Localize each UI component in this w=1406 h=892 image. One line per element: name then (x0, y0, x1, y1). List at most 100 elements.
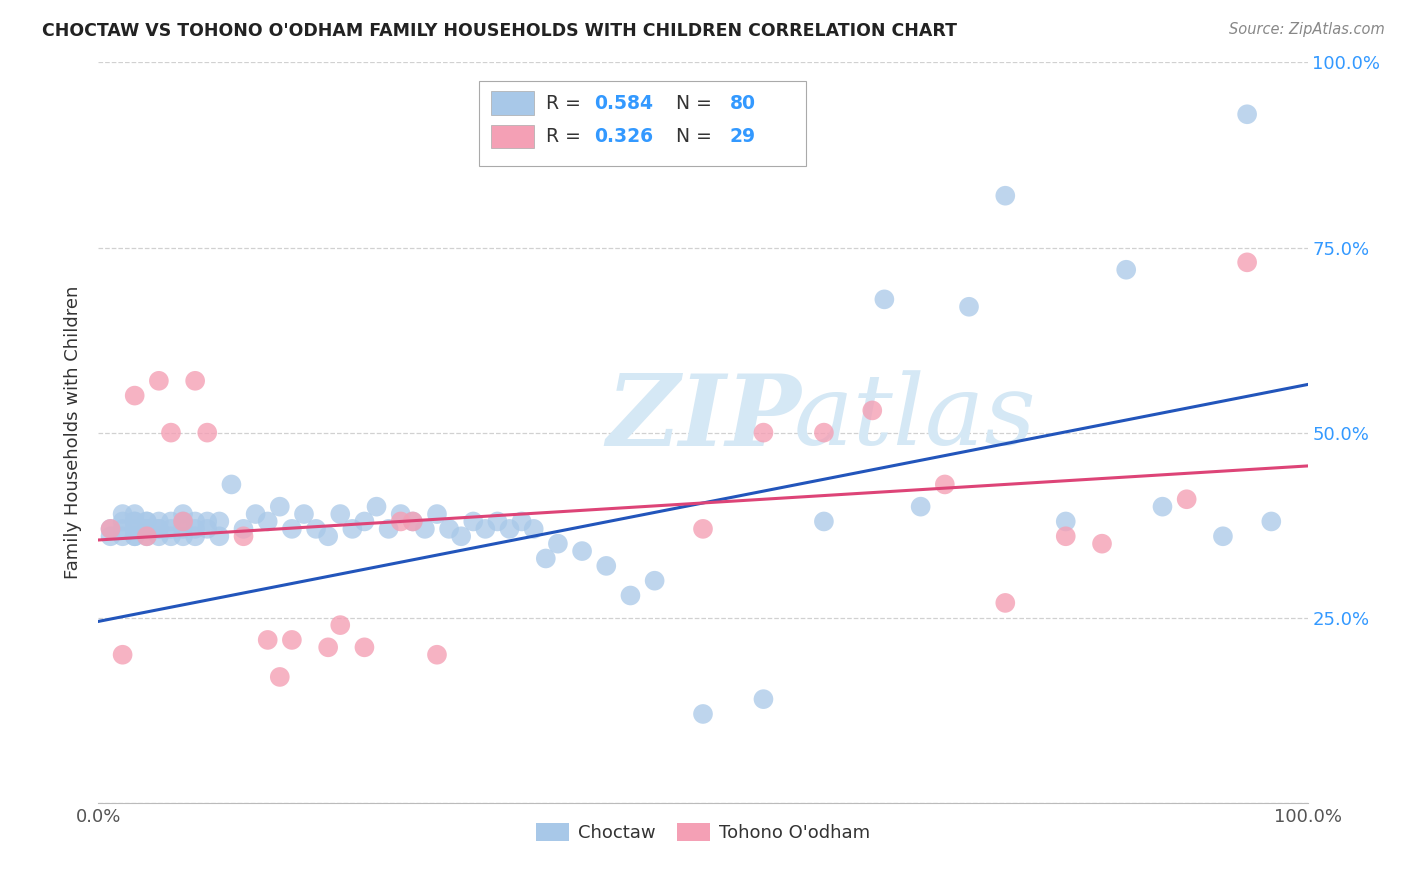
Point (195, 515, 218, 529)
Point (486, 515, 509, 529)
Point (245, 507, 267, 521)
Point (523, 522, 546, 536)
Point (124, 522, 146, 536)
Point (135, 529, 157, 543)
Text: N =: N = (664, 94, 718, 112)
Point (135, 529, 157, 543)
Point (402, 515, 425, 529)
Point (292, 507, 315, 521)
Point (281, 522, 304, 536)
Point (172, 507, 194, 521)
Point (1260, 515, 1282, 529)
Point (571, 544, 593, 558)
Point (1091, 536, 1114, 550)
Point (172, 529, 194, 543)
Point (208, 529, 231, 543)
Point (195, 522, 218, 536)
FancyBboxPatch shape (492, 125, 534, 148)
Point (402, 515, 425, 529)
Point (195, 425, 218, 440)
Point (450, 529, 472, 543)
Point (692, 522, 714, 536)
Point (813, 515, 835, 529)
FancyBboxPatch shape (479, 81, 806, 166)
Point (135, 515, 157, 529)
Point (305, 522, 328, 536)
Point (353, 515, 375, 529)
Point (269, 500, 291, 514)
Point (389, 507, 412, 521)
Text: 80: 80 (730, 94, 755, 112)
Point (256, 515, 278, 529)
Text: R =: R = (546, 94, 586, 112)
Point (752, 692, 775, 706)
Text: 0.326: 0.326 (595, 127, 654, 146)
Point (184, 374, 207, 388)
Point (221, 477, 243, 491)
Point (148, 374, 170, 388)
Point (208, 515, 231, 529)
Point (269, 670, 291, 684)
Point (124, 529, 146, 543)
FancyBboxPatch shape (492, 91, 534, 115)
Point (1054, 515, 1077, 529)
Point (910, 500, 932, 514)
Point (510, 515, 533, 529)
Point (111, 507, 134, 521)
Point (377, 522, 399, 536)
Point (1236, 107, 1258, 121)
Point (172, 515, 194, 529)
Point (124, 507, 146, 521)
Point (135, 522, 157, 536)
Point (619, 589, 641, 603)
Point (124, 515, 146, 529)
Point (111, 522, 134, 536)
Point (547, 536, 569, 550)
Point (692, 706, 714, 721)
Point (873, 293, 896, 307)
Text: N =: N = (664, 127, 718, 146)
Text: R =: R = (546, 127, 586, 146)
Point (148, 522, 170, 536)
Point (232, 522, 254, 536)
Point (389, 515, 412, 529)
Point (232, 529, 254, 543)
Point (413, 522, 436, 536)
Point (426, 507, 449, 521)
Point (752, 425, 775, 440)
Point (1236, 255, 1258, 269)
Point (934, 477, 956, 491)
Point (135, 515, 157, 529)
Point (160, 425, 183, 440)
Point (100, 522, 122, 536)
Point (994, 188, 1017, 202)
Point (172, 522, 194, 536)
Point (813, 425, 835, 440)
Point (111, 515, 134, 529)
Legend: Choctaw, Tohono O'odham: Choctaw, Tohono O'odham (529, 815, 877, 849)
Text: 29: 29 (730, 127, 756, 146)
Point (1152, 500, 1174, 514)
Point (256, 632, 278, 647)
Point (366, 500, 388, 514)
Point (1175, 492, 1198, 507)
Text: atlas: atlas (793, 370, 1036, 466)
Y-axis label: Family Households with Children: Family Households with Children (65, 286, 83, 579)
Point (148, 515, 170, 529)
Point (474, 522, 496, 536)
Text: 0.584: 0.584 (595, 94, 654, 112)
Point (426, 648, 449, 662)
Point (316, 529, 339, 543)
Point (184, 522, 207, 536)
Point (994, 596, 1017, 610)
Point (160, 522, 183, 536)
Point (437, 522, 460, 536)
Point (111, 529, 134, 543)
Point (148, 529, 170, 543)
Point (860, 403, 883, 417)
Point (329, 618, 352, 632)
Point (1212, 529, 1234, 543)
Text: CHOCTAW VS TOHONO O'ODHAM FAMILY HOUSEHOLDS WITH CHILDREN CORRELATION CHART: CHOCTAW VS TOHONO O'ODHAM FAMILY HOUSEHO… (42, 22, 957, 40)
Point (111, 648, 134, 662)
Text: ZIP: ZIP (606, 369, 801, 466)
